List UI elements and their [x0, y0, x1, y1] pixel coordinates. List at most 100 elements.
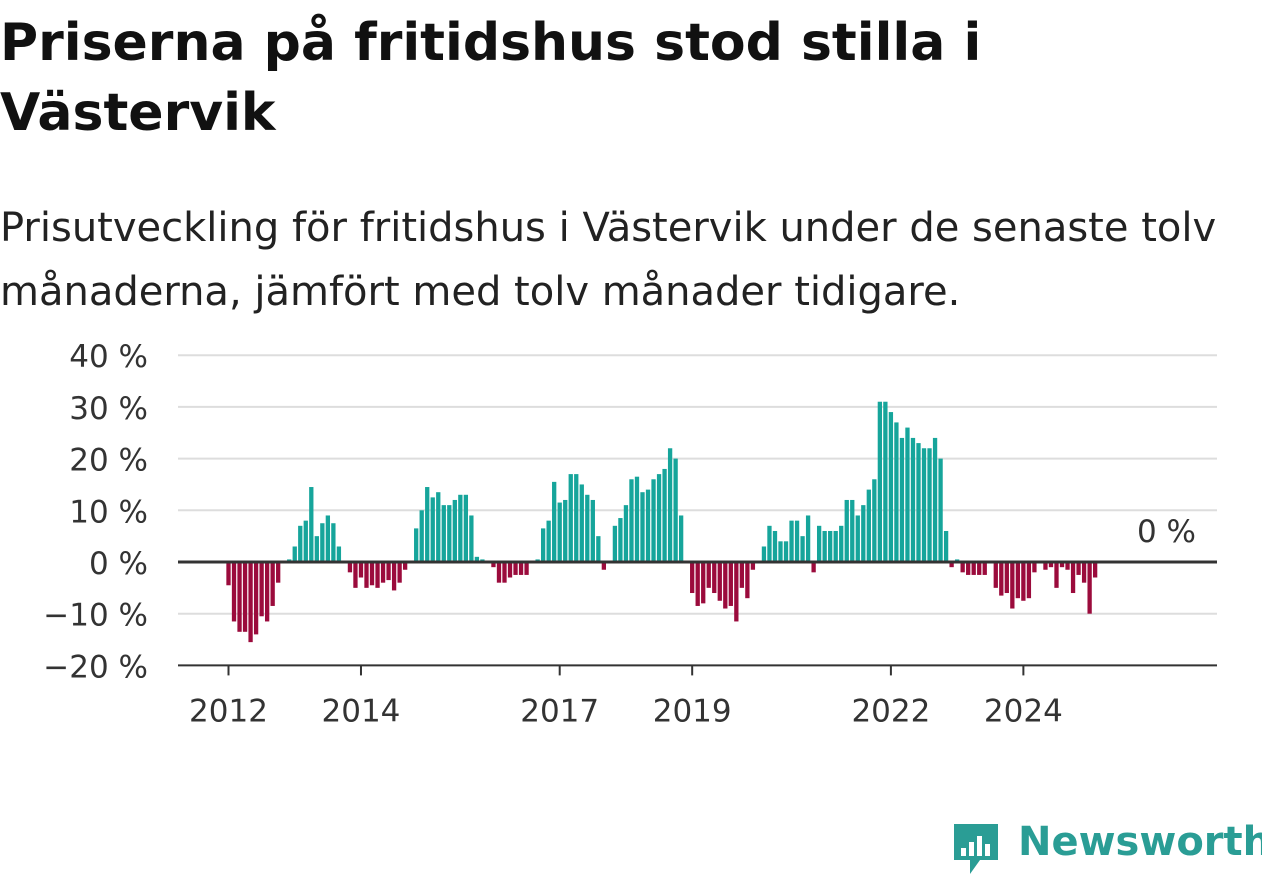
bar: [794, 520, 800, 562]
bar: [966, 562, 971, 575]
bar: [877, 401, 883, 562]
bar: [552, 481, 557, 563]
bar: [1092, 562, 1098, 578]
tick-labels: −20 % −10 % 0 % 10 % 20 % 30 % 40 % 2012 2014 201…: [43, 339, 1196, 729]
bar: [667, 448, 673, 562]
bar: [491, 562, 496, 568]
bar: [701, 562, 706, 604]
bar: [226, 562, 231, 586]
bar: [1004, 562, 1009, 594]
bar: [712, 562, 717, 594]
bar: [883, 401, 888, 562]
bar: [861, 505, 866, 562]
bar: [364, 562, 369, 588]
bar: [502, 562, 507, 583]
bar: [391, 562, 397, 591]
x-tick-label: 2022: [851, 693, 930, 729]
bar: [414, 528, 419, 562]
bar: [855, 515, 860, 562]
bar: [1010, 562, 1015, 609]
bar: [656, 474, 662, 562]
bar: [270, 562, 275, 606]
bar: [921, 448, 927, 562]
bar: [872, 479, 877, 562]
chart-subtitle: Prisutveckling för fritidshus i Västervi…: [0, 205, 1217, 315]
bar: [253, 562, 259, 635]
y-tick-label: −20 %: [43, 649, 148, 685]
y-tick-label: −10 %: [43, 598, 148, 634]
chart-title: Priserna på fritidshus stod stilla i Väs…: [0, 13, 982, 143]
bar: [248, 562, 253, 643]
y-tick-label: 10 %: [69, 494, 148, 530]
bar: [507, 562, 513, 578]
bar: [380, 562, 386, 583]
bar: [993, 562, 998, 588]
bar: [458, 494, 463, 562]
bar: [336, 546, 342, 562]
bar: [441, 505, 446, 562]
bar: [717, 562, 722, 601]
x-tick-label: 2012: [189, 693, 268, 729]
y-tick-label: 30 %: [69, 391, 148, 427]
bar: [1070, 562, 1076, 594]
bar: [298, 525, 303, 562]
bars: [226, 401, 1098, 643]
bar: [750, 562, 756, 570]
bar: [568, 474, 573, 562]
bar: [645, 489, 651, 562]
bar: [469, 515, 474, 562]
bar: [276, 562, 281, 583]
bar: [927, 448, 932, 562]
bar: [1015, 562, 1021, 599]
bar: [728, 562, 733, 606]
bar: [888, 412, 894, 562]
bar: [833, 530, 838, 562]
bar: [242, 562, 248, 632]
bar: [425, 487, 430, 562]
x-tick-label: 2024: [984, 693, 1063, 729]
bar: [574, 474, 579, 562]
bar: [618, 518, 623, 562]
bar: [629, 479, 634, 562]
bar: [816, 525, 822, 562]
bar: [596, 536, 601, 562]
bar: [783, 541, 789, 562]
bar: [811, 562, 816, 573]
bar: [623, 505, 629, 562]
bar: [612, 525, 618, 562]
bar: [828, 530, 833, 562]
bar: [325, 515, 331, 562]
bar: [1048, 562, 1054, 568]
bar: [303, 520, 308, 562]
bar: [524, 562, 529, 575]
bar: [386, 562, 391, 581]
bar: [678, 515, 684, 562]
bar: [1021, 562, 1026, 601]
bar: [932, 437, 938, 562]
bar: [1065, 562, 1070, 570]
bar: [358, 562, 364, 578]
bar: [866, 489, 871, 562]
bar: [634, 476, 640, 562]
bar: [778, 541, 783, 562]
bar: [844, 499, 849, 562]
bar: [375, 562, 380, 588]
bar: [739, 562, 745, 588]
bar: [695, 562, 700, 606]
bar-chart: −20 % −10 % 0 % 10 % 20 % 30 % 40 % 2012 2014 201…: [43, 339, 1217, 729]
bar: [347, 562, 353, 573]
bar: [436, 492, 441, 562]
bar: [910, 437, 916, 562]
bar: [899, 437, 905, 562]
brand-name: Newsworthy: [1018, 819, 1262, 865]
y-tick-label: 20 %: [69, 443, 148, 479]
bar: [916, 443, 921, 562]
bar: [982, 562, 987, 575]
bar: [237, 562, 242, 632]
bar: [723, 562, 728, 609]
bar: [938, 458, 943, 562]
bar: [789, 520, 794, 562]
bar: [419, 510, 424, 562]
bar: [546, 520, 551, 562]
bar: [590, 499, 595, 562]
